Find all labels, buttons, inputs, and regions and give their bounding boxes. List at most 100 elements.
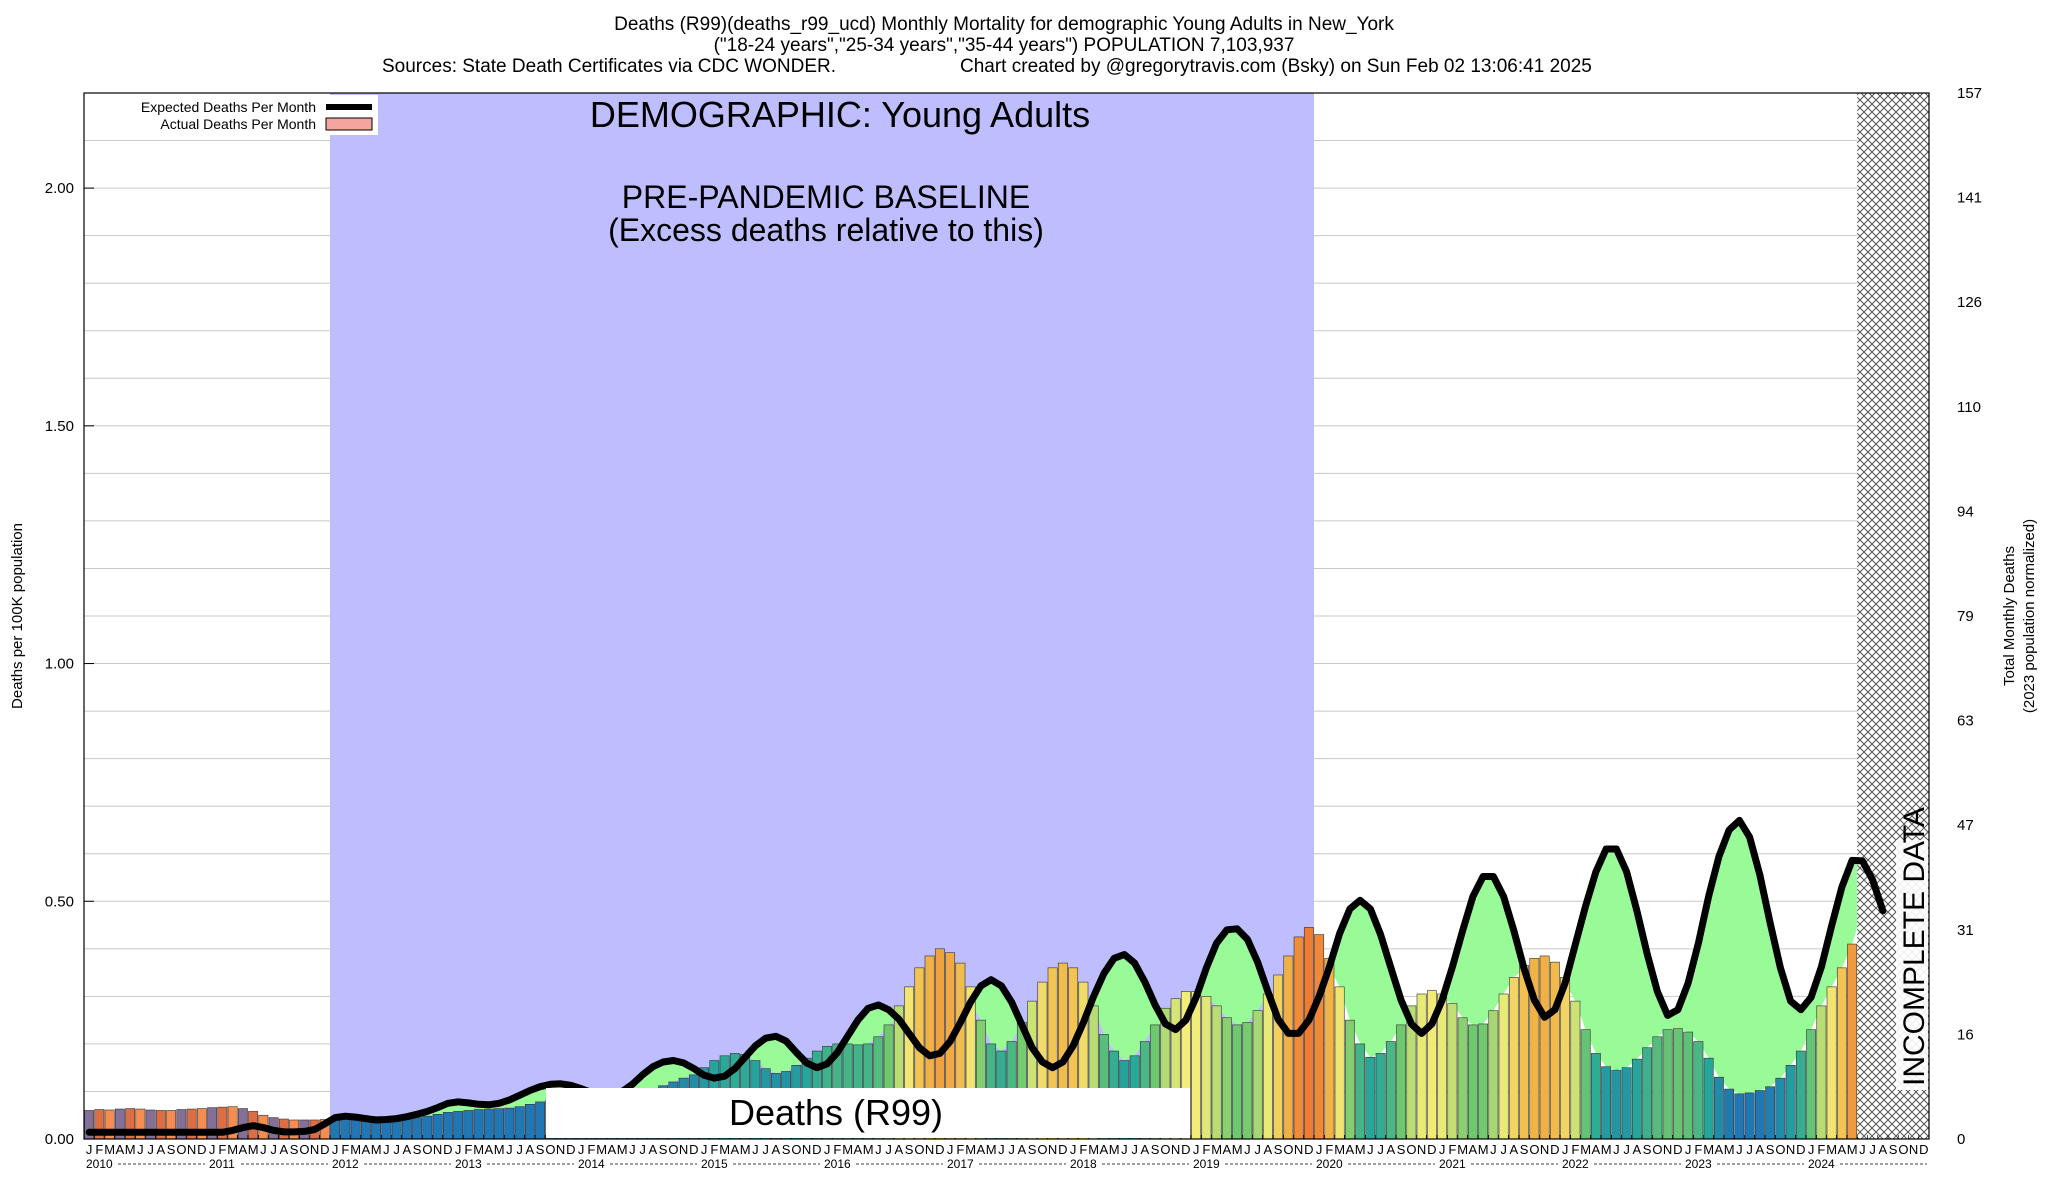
month-tick-label: M — [1457, 1142, 1468, 1157]
month-tick-label: A — [1592, 1142, 1601, 1157]
month-tick-label: F — [464, 1142, 472, 1157]
actual-bar — [1652, 1036, 1663, 1140]
month-tick-label: F — [1448, 1142, 1456, 1157]
month-tick-label: A — [1715, 1142, 1724, 1157]
actual-bar — [1560, 977, 1571, 1140]
month-tick-label: J — [1377, 1142, 1384, 1157]
y2-tick-label: 63 — [1957, 713, 1974, 730]
month-tick-label: A — [1018, 1142, 1027, 1157]
actual-bar — [412, 1117, 423, 1140]
actual-bar — [1242, 1022, 1253, 1140]
month-tick-label: N — [925, 1142, 934, 1157]
chart-source: Sources: State Death Certificates via CD… — [382, 56, 836, 77]
month-tick-label: S — [413, 1142, 422, 1157]
month-tick-label: D — [1919, 1142, 1928, 1157]
month-tick-label: A — [1510, 1142, 1519, 1157]
month-tick-label: S — [1274, 1142, 1283, 1157]
month-tick-label: J — [1859, 1142, 1866, 1157]
actual-bar — [1826, 986, 1837, 1140]
month-tick-label: A — [772, 1142, 781, 1157]
year-label: 2013 — [455, 1157, 482, 1171]
actual-bar — [453, 1111, 464, 1140]
month-tick-label: A — [1141, 1142, 1150, 1157]
month-tick-label: N — [1294, 1142, 1303, 1157]
month-tick-label: S — [782, 1142, 791, 1157]
actual-bar — [1375, 1053, 1386, 1140]
incomplete-label: INCOMPLETE DATA — [1898, 807, 1931, 1086]
month-tick-label: O — [1775, 1142, 1785, 1157]
month-tick-label: O — [1406, 1142, 1416, 1157]
year-label: 2022 — [1562, 1157, 1589, 1171]
chart-credit: Chart created by @gregorytravis.com (Bsk… — [960, 56, 1592, 77]
actual-bar — [1191, 991, 1202, 1140]
month-tick-label: J — [1131, 1142, 1138, 1157]
month-tick-label: S — [1151, 1142, 1160, 1157]
actual-bar — [1785, 1065, 1796, 1140]
expected-line — [85, 816, 1887, 1136]
month-tick-label: A — [157, 1142, 166, 1157]
actual-bar — [1201, 996, 1212, 1140]
actual-bar — [473, 1109, 484, 1140]
month-tick-label: J — [629, 1142, 636, 1157]
month-tick-label: M — [1580, 1142, 1591, 1157]
month-tick-label: M — [248, 1142, 259, 1157]
actual-bar — [463, 1110, 474, 1140]
month-tick-label: O — [1283, 1142, 1293, 1157]
actual-bar — [1631, 1058, 1642, 1140]
actual-bar — [514, 1106, 525, 1140]
month-tick-label: J — [885, 1142, 892, 1157]
actual-bar — [1273, 974, 1284, 1140]
month-tick-label: M — [965, 1142, 976, 1157]
y2-tick-label: 94 — [1957, 503, 1974, 520]
actual-bar — [1396, 1024, 1407, 1140]
month-tick-label: O — [1037, 1142, 1047, 1157]
month-tick-label: D — [812, 1142, 821, 1157]
y-tick-label: 2.00 — [45, 180, 74, 197]
year-label: 2021 — [1439, 1157, 1466, 1171]
actual-bar — [524, 1103, 535, 1140]
actual-bar — [422, 1115, 433, 1140]
actual-bar — [1447, 1003, 1458, 1140]
year-label: 2016 — [824, 1157, 851, 1171]
month-tick-label: J — [998, 1142, 1005, 1157]
y2-tick-label: 141 — [1957, 190, 1982, 207]
month-tick-label: J — [578, 1142, 585, 1157]
month-tick-label: J — [86, 1142, 93, 1157]
month-tick-label: M — [494, 1142, 505, 1157]
month-tick-label: M — [1826, 1142, 1837, 1157]
month-tick-label: S — [1643, 1142, 1652, 1157]
month-tick-label: O — [1160, 1142, 1170, 1157]
actual-bar — [1806, 1029, 1817, 1140]
month-tick-label: J — [1746, 1142, 1753, 1157]
actual-bar — [432, 1113, 443, 1140]
legend-actual-swatch — [325, 117, 373, 131]
actual-bar — [1713, 1076, 1724, 1140]
month-tick-label: N — [433, 1142, 442, 1157]
month-tick-label: A — [731, 1142, 740, 1157]
month-tick-label: A — [362, 1142, 371, 1157]
month-tick-label: A — [1100, 1142, 1109, 1157]
actual-bar — [1683, 1031, 1694, 1140]
year-label: 2014 — [578, 1157, 605, 1171]
month-tick-label: A — [977, 1142, 986, 1157]
actual-bar — [494, 1108, 505, 1140]
actual-bar — [1795, 1050, 1806, 1140]
actual-bar — [1693, 1041, 1704, 1140]
month-tick-label: N — [1171, 1142, 1180, 1157]
y2-tick-label: 0 — [1957, 1131, 1965, 1148]
actual-bar — [1703, 1057, 1714, 1140]
month-tick-label: J — [260, 1142, 267, 1157]
month-tick-label: D — [1796, 1142, 1805, 1157]
legend-expected-label: Expected Deaths Per Month — [141, 99, 316, 115]
month-tick-label: S — [1397, 1142, 1406, 1157]
month-tick-label: J — [752, 1142, 759, 1157]
month-tick-label: M — [740, 1142, 751, 1157]
month-tick-label: N — [556, 1142, 565, 1157]
actual-bar — [1293, 936, 1304, 1140]
month-tick-label: A — [1879, 1142, 1888, 1157]
month-tick-label: M — [473, 1142, 484, 1157]
month-tick-label: M — [1088, 1142, 1099, 1157]
actual-bar — [340, 1117, 351, 1140]
month-tick-label: N — [1786, 1142, 1795, 1157]
month-tick-label: D — [1673, 1142, 1682, 1157]
